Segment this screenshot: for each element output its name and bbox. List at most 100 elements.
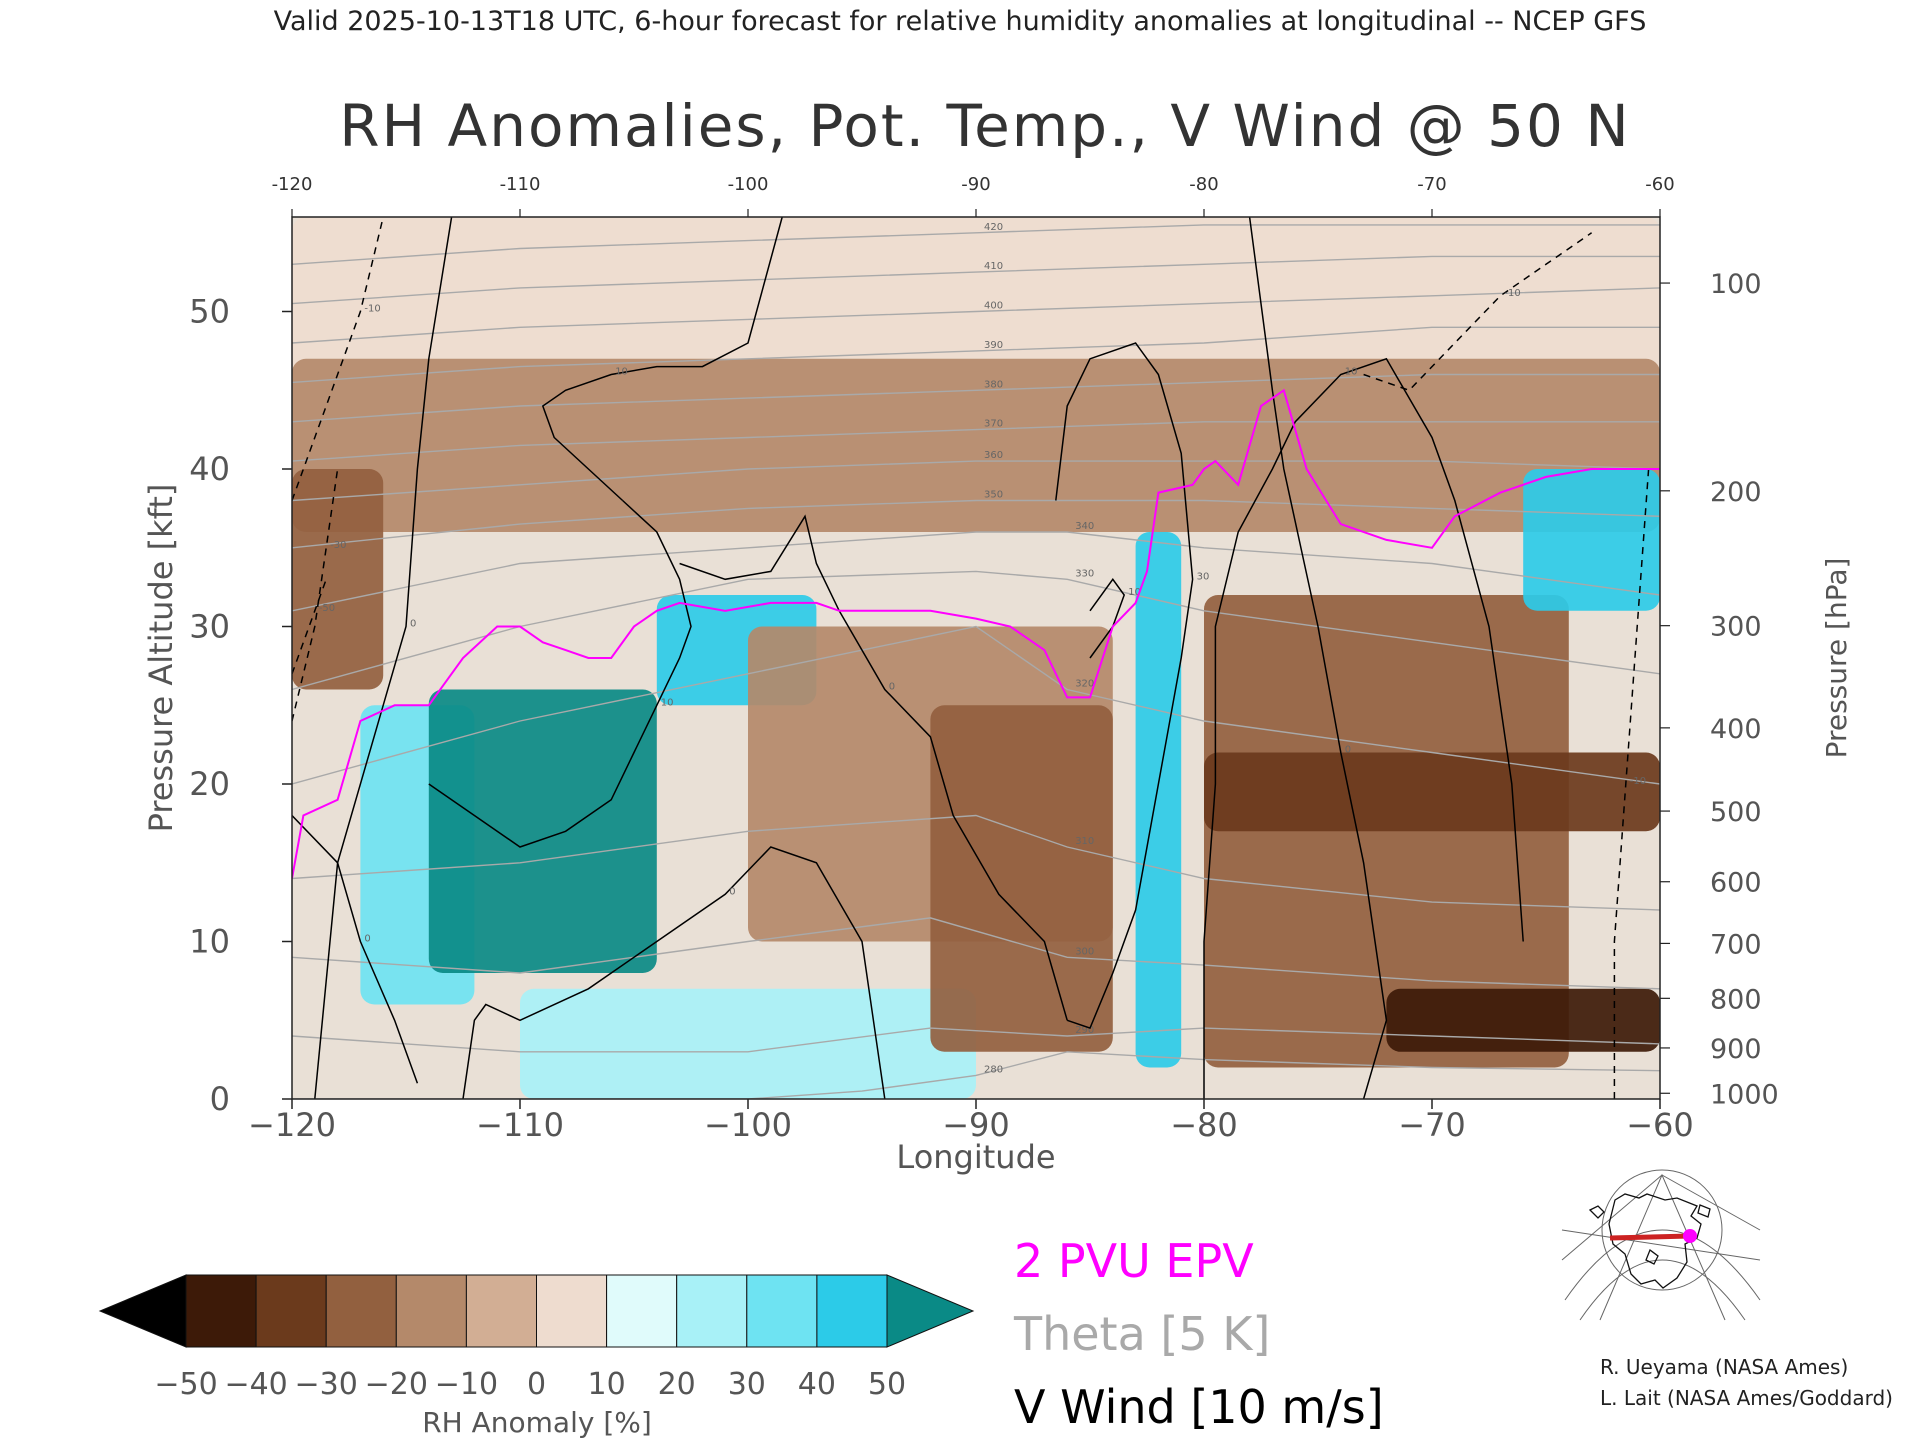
vwind-contour-5: [679, 514, 1068, 1021]
inset-section-marker: [1683, 1229, 1697, 1243]
vwind-label-13: -10: [1504, 288, 1520, 299]
pressure-tick-label-9: 1000: [1710, 1079, 1779, 1110]
chart-title: RH Anomalies, Pot. Temp., V Wind @ 50 N: [339, 92, 1631, 160]
theta-curve-310: [292, 814, 1660, 911]
credit-line-1: R. Ueyama (NASA Ames): [1600, 1355, 1848, 1379]
colorbar-label-8: 30: [728, 1367, 766, 1402]
vwind-label-4: 0: [729, 886, 735, 897]
legend-epv: 2 PVU EPV: [1014, 1234, 1254, 1288]
pressure-tick-label-1: 200: [1710, 477, 1762, 508]
theta-label-350: 350: [984, 490, 1003, 501]
theta-curve-290: [292, 1027, 1660, 1053]
rh-cell-12: [1386, 988, 1660, 1052]
theta-curve-360: [292, 460, 1660, 502]
colorbar-cell-0: [185, 1274, 257, 1348]
colorbar: −50 −40 −30 −20 −10 0 10 20 30 40 50: [98, 1274, 975, 1402]
pressure-tick-label-7: 800: [1710, 984, 1762, 1015]
colorbar-cell-5: [536, 1274, 608, 1348]
vwind-contour-6: [1055, 342, 1194, 1030]
colorbar-label-10: 50: [868, 1367, 906, 1402]
rh-cell-13: [1523, 469, 1660, 611]
colorbar-cell-9: [816, 1274, 888, 1348]
colorbar-high-arrow: [886, 1274, 975, 1348]
colorbar-cell-1: [255, 1274, 327, 1348]
vwind-label-1: 0: [364, 934, 370, 945]
legend-theta: Theta [5 K]: [1013, 1307, 1270, 1361]
theta-curve-370: [292, 421, 1660, 462]
theta-curve-330: [292, 570, 1660, 691]
epv-line: [292, 388, 1660, 879]
colorbar-cell-8: [746, 1274, 818, 1348]
theta-curve-340: [292, 531, 1660, 612]
vwind-contour-2: [428, 499, 692, 848]
vwind-contour-10: [292, 217, 384, 501]
plot-area: 2802903003103203303403503603703803904004…: [292, 217, 1660, 1099]
vwind-contours: 0 0 10 10 0 0 30 10 10 0 -10 -30 -50 -10 -10: [292, 217, 1650, 1099]
theta-label-400: 400: [984, 301, 1003, 312]
theta-curve-350: [292, 499, 1660, 549]
legend-vwind: V Wind [10 m/s]: [1014, 1380, 1384, 1434]
colorbar-title: RH Anomaly [%]: [422, 1406, 652, 1439]
colorbar-cell-6: [606, 1274, 678, 1348]
x-tick-label-5: −70: [1398, 1106, 1466, 1144]
vwind-label-5: 0: [889, 682, 895, 693]
theta-label-310: 310: [1075, 836, 1094, 847]
theta-label-340: 340: [1075, 521, 1094, 532]
theta-contours: 2802903003103203303403503603703803904004…: [292, 222, 1660, 1099]
theta-label-300: 300: [1075, 946, 1094, 957]
theta-label-390: 390: [984, 340, 1003, 351]
vwind-label-10: -10: [364, 304, 380, 315]
top-tick-label-6: -60: [1645, 174, 1674, 195]
inset-map: [1561, 1169, 1762, 1321]
vwind-contour-8: [1203, 357, 1524, 1099]
rh-cell-6: [520, 988, 976, 1099]
inset-section-line: [1609, 1233, 1691, 1241]
vwind-contour-11: [292, 468, 339, 722]
theta-label-410: 410: [984, 261, 1003, 272]
pressure-tick-label-0: 100: [1710, 269, 1762, 300]
theta-label-290: 290: [1075, 1025, 1094, 1036]
y-tick-label-3: 30: [189, 608, 230, 646]
vwind-label-8: 10: [1345, 367, 1358, 378]
colorbar-cell-7: [676, 1274, 748, 1348]
x-axis-title: Longitude: [896, 1138, 1055, 1176]
top-tick-label-1: -110: [500, 174, 541, 195]
rh-cell-4: [428, 689, 657, 973]
theta-curve-410: [292, 255, 1660, 305]
theta-label-380: 380: [984, 379, 1003, 390]
colorbar-low-arrow: [98, 1274, 187, 1348]
theta-label-360: 360: [984, 450, 1003, 461]
pressure-tick-label-5: 600: [1710, 868, 1762, 899]
x-tick-label-1: −110: [476, 1106, 564, 1144]
vwind-label-0: 0: [410, 619, 416, 630]
vwind-label-12: -50: [319, 603, 335, 614]
theta-curve-320: [292, 625, 1660, 785]
vwind-contour-7: [1089, 578, 1126, 659]
theta-curve-280: [292, 1051, 1660, 1099]
vwind-label-3: 10: [615, 367, 628, 378]
vwind-label-2: 10: [661, 697, 674, 708]
y-axis: 0 10 20 30 40 50: [189, 293, 292, 1118]
pressure-tick-label-2: 300: [1710, 612, 1762, 643]
top-x-axis: -120 -110 -100 -90 -80 -70 -60: [272, 174, 1675, 217]
top-tick-label-0: -120: [272, 174, 313, 195]
rh-cell-2: [292, 469, 384, 690]
colorbar-label-0: −50: [154, 1367, 217, 1402]
y-tick-label-4: 40: [189, 450, 230, 488]
theta-curve-390: [292, 326, 1660, 384]
x-tick-label-6: −60: [1626, 1106, 1694, 1144]
theta-curve-400: [292, 287, 1660, 344]
colorbar-label-9: 40: [798, 1367, 836, 1402]
credit-line-2: L. Lait (NASA Ames/Goddard): [1600, 1386, 1893, 1410]
pressure-tick-label-8: 900: [1710, 1034, 1762, 1065]
colorbar-label-4: −10: [435, 1367, 498, 1402]
y-tick-label-2: 20: [189, 765, 230, 803]
pressure-axis: 100 200 300 400 500 600 700 800 900 1000: [1660, 269, 1779, 1110]
theta-label-370: 370: [984, 419, 1003, 430]
x-axis: −120 −110 −100 −90 −80 −70 −60: [248, 1099, 1694, 1144]
pressure-tick-label-4: 500: [1710, 797, 1762, 828]
vwind-contour-9: [1248, 217, 1388, 1099]
vwind-contour-13: [1363, 232, 1593, 392]
y-tick-label-5: 50: [189, 293, 230, 331]
